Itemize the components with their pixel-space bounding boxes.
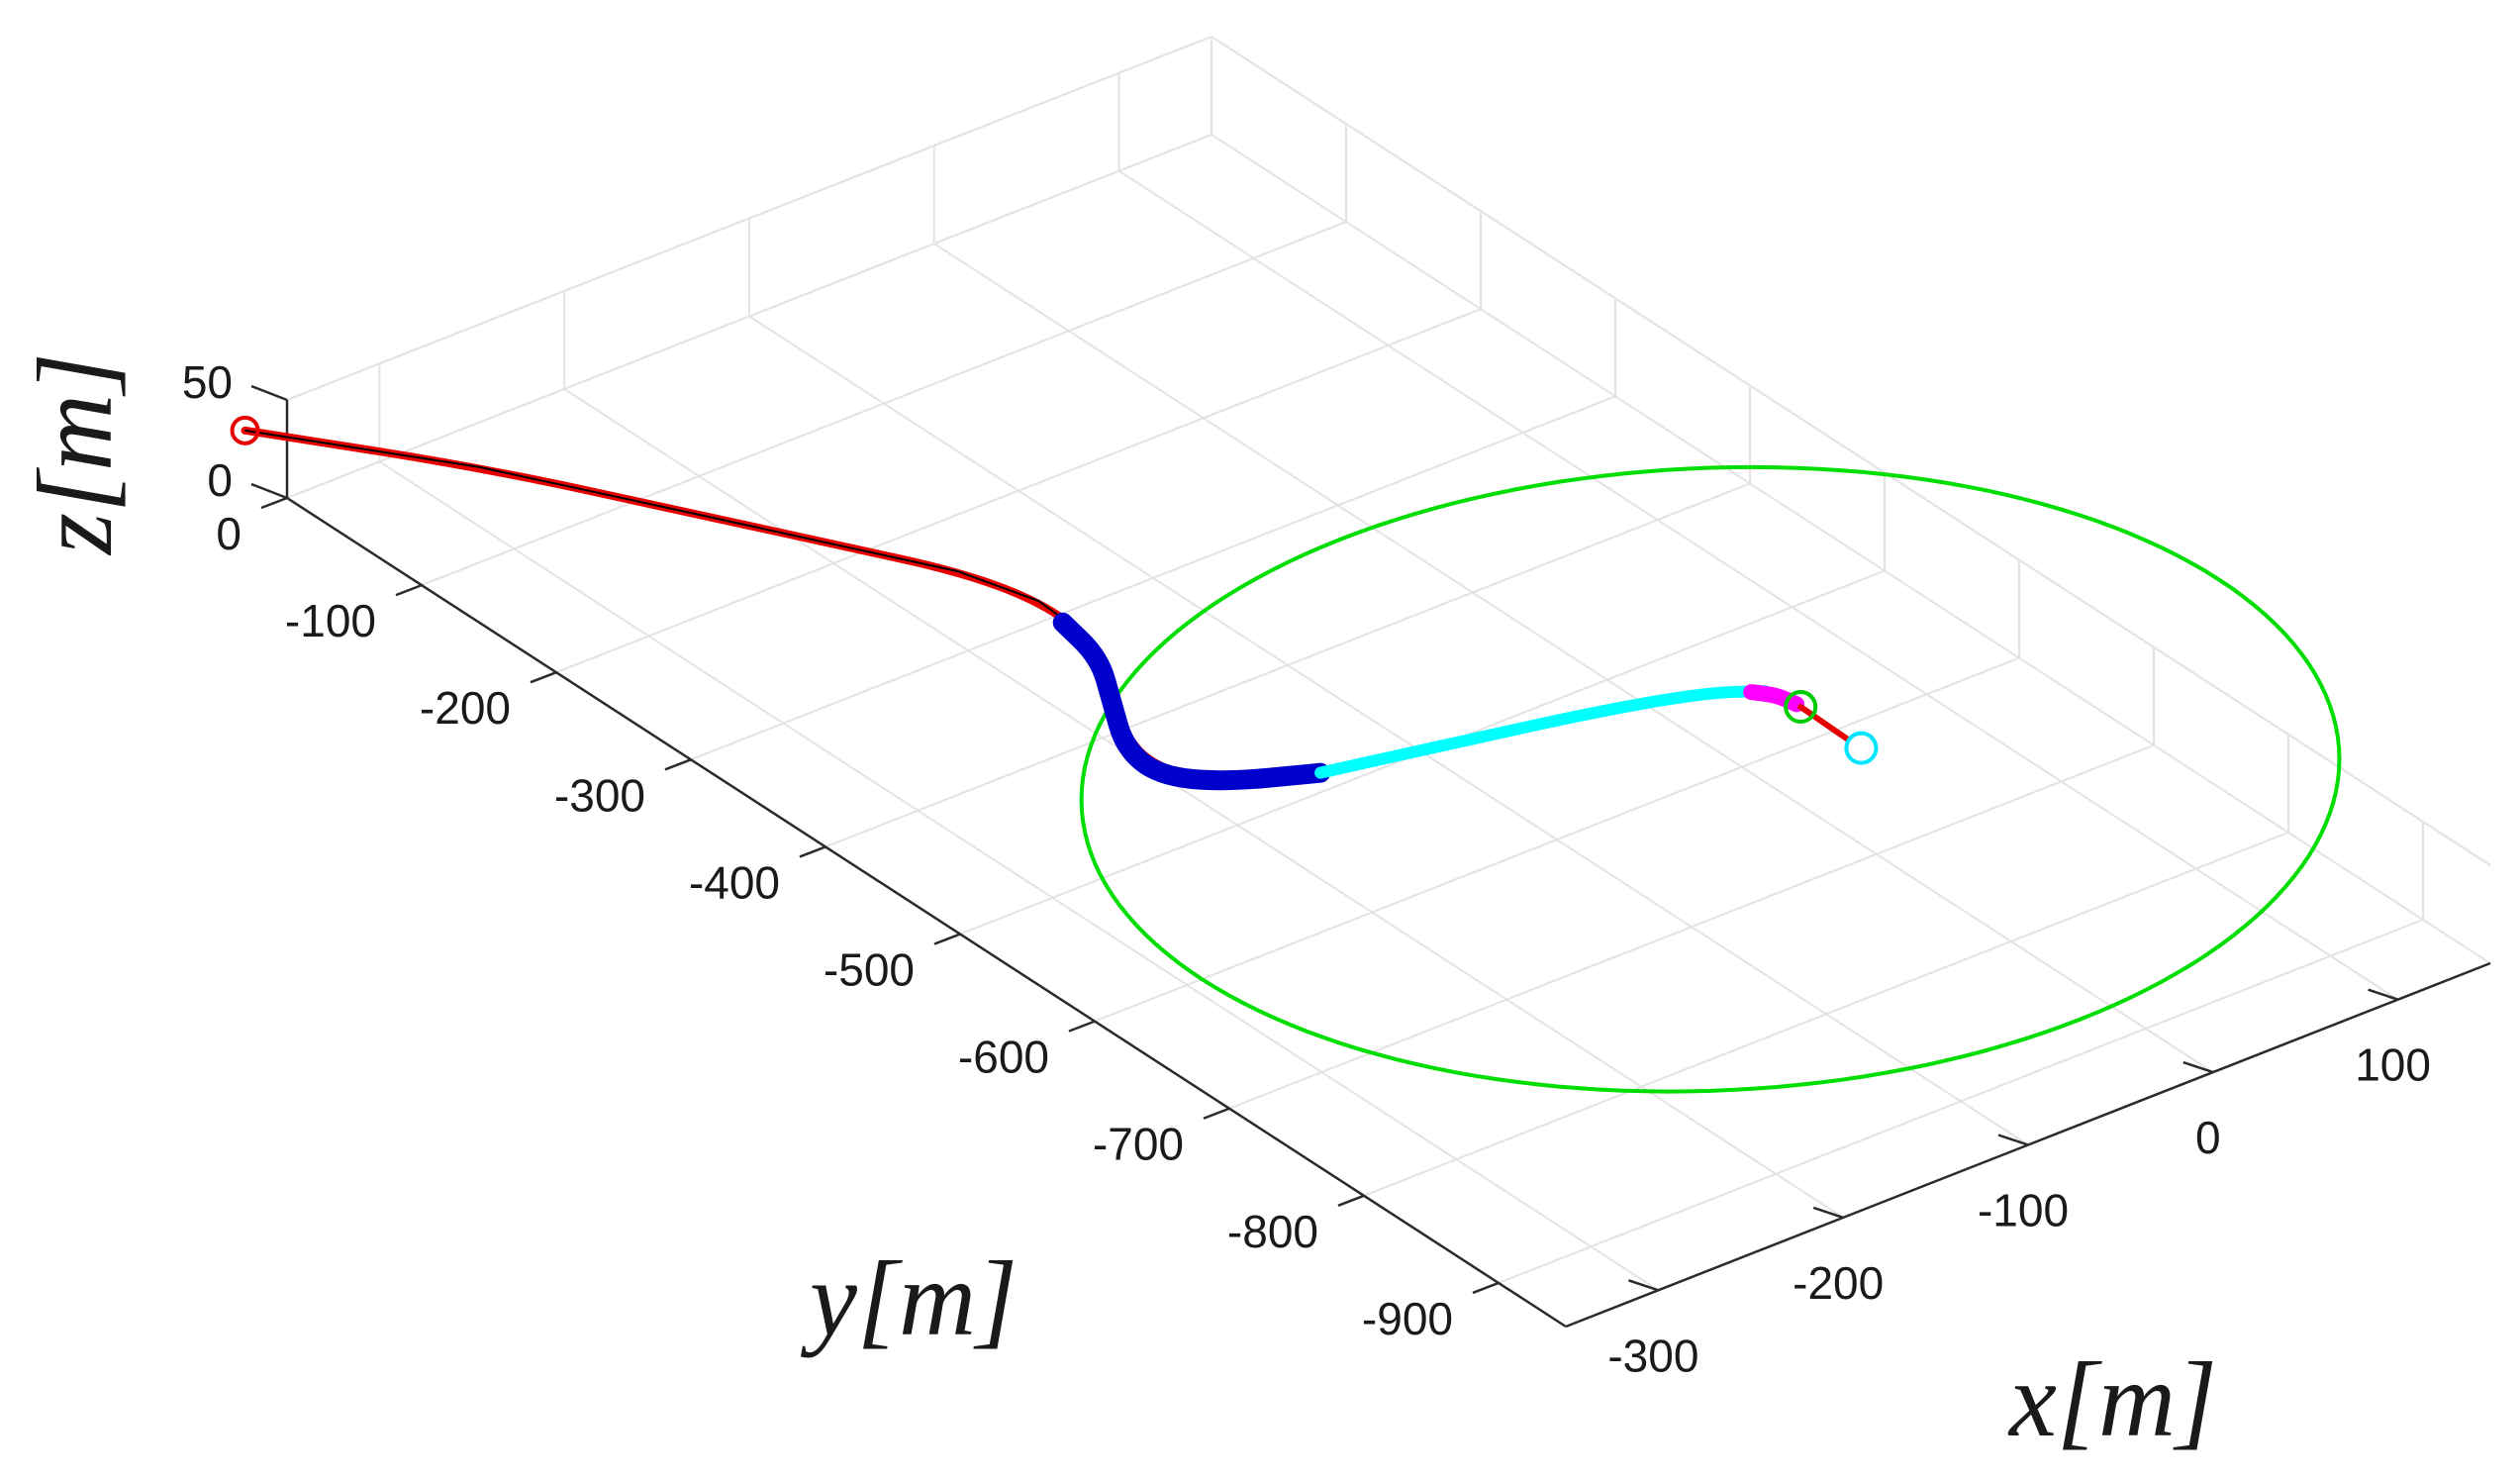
x-tick-mark: [2368, 988, 2398, 1001]
y-tick-mark: [1068, 1020, 1096, 1033]
z-tick-label: 0: [207, 454, 233, 506]
y-axis-line: [286, 496, 1567, 1329]
y-tick-label: -800: [1227, 1206, 1318, 1257]
grid-line-y: [690, 395, 1616, 761]
grid-line-y: [1498, 919, 2424, 1284]
grid-line-y: [824, 482, 1751, 848]
y-tick-label: -500: [824, 944, 915, 996]
x-tick-mark: [1997, 1134, 2029, 1146]
y-tick-mark: [395, 583, 423, 597]
z-tick-mark: [250, 482, 288, 500]
trajectory-series-3: [1743, 684, 1805, 713]
grid-line-x: [378, 460, 1659, 1292]
grid-line-x: [748, 315, 2029, 1146]
y-tick-label: -300: [554, 769, 645, 821]
y-tick-label: -400: [689, 856, 780, 908]
x-tick-label: -300: [1607, 1330, 1698, 1381]
grid-line-x: [563, 388, 1844, 1219]
y-tick-label: 0: [216, 508, 242, 559]
x-tick-mark: [2182, 1060, 2214, 1074]
y-tick-mark: [260, 496, 288, 510]
target-circle: [1079, 464, 2342, 1094]
y-tick-mark: [1472, 1281, 1500, 1295]
x-tick-mark: [1628, 1279, 1659, 1292]
reference-path: [244, 429, 1321, 782]
z-tick-label: 50: [182, 356, 233, 408]
x-axis-label: x[m]: [2007, 1341, 2217, 1459]
x-tick-label: 0: [2195, 1112, 2221, 1163]
data-series: [230, 415, 2342, 1094]
end-marker: [1844, 731, 1879, 765]
y-tick-mark: [1337, 1194, 1365, 1208]
trajectory-series-0: [241, 426, 1325, 782]
grid-line-y: [1228, 743, 2155, 1110]
grid-line-back-z: [286, 134, 1212, 499]
y-tick-label: -700: [1093, 1119, 1184, 1170]
y-tick-mark: [530, 671, 557, 684]
grid-line-y: [1363, 831, 2289, 1197]
start-marker: [230, 415, 260, 445]
grid-lines: [286, 36, 2491, 1292]
trajectory-series-4: [1797, 704, 1851, 742]
grid-line-side-z: [1211, 134, 2491, 964]
trajectory-series-1: [1052, 612, 1331, 791]
y-axis-label: y[m]: [800, 1240, 1018, 1358]
x-tick-mark: [1812, 1206, 1844, 1220]
axes: [250, 384, 2491, 1329]
grid-line-y: [421, 221, 1347, 587]
box-edge: [1211, 36, 2491, 866]
y-tick-label: -100: [285, 595, 376, 646]
y-tick-label: -600: [958, 1032, 1049, 1083]
y-tick-label: -200: [420, 682, 511, 734]
grid-line-y: [1094, 656, 2020, 1023]
box-edge: [286, 36, 1212, 401]
tick-labels: 0 -100 -200 -300 -400 -500 -600 -700 -800 -900 -30…: [182, 356, 2431, 1381]
z-tick-mark: [250, 384, 288, 402]
x-tick-label: -200: [1793, 1257, 1884, 1309]
end-marker: [1784, 690, 1818, 725]
y-tick-mark: [933, 933, 961, 945]
x-tick-label: 100: [2355, 1039, 2431, 1091]
y-tick-mark: [664, 758, 692, 771]
z-axis-label: z[m]: [17, 352, 135, 556]
y-tick-mark: [799, 845, 826, 858]
grid-line-y: [555, 308, 1482, 674]
y-tick-label: -900: [1362, 1293, 1453, 1344]
y-tick-mark: [1203, 1107, 1230, 1120]
grid-line-x: [933, 243, 2214, 1073]
grid-line-x: [1118, 169, 2399, 1001]
trajectory-series-2: [1314, 685, 1771, 779]
x-tick-label: -100: [1978, 1185, 2069, 1236]
